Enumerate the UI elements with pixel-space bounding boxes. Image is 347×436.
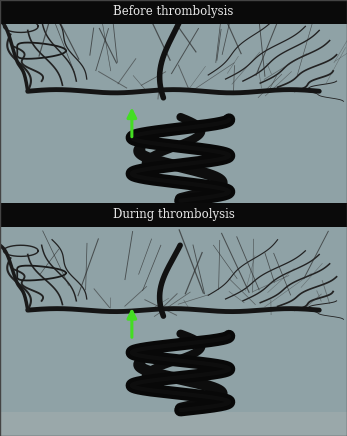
Bar [0, 0, 347, 203]
Bar [0, 203, 347, 227]
Text: Before thrombolysis: Before thrombolysis [113, 6, 234, 18]
Text: During thrombolysis: During thrombolysis [112, 208, 235, 221]
Bar [0, 0, 347, 24]
Bar [0, 227, 347, 412]
